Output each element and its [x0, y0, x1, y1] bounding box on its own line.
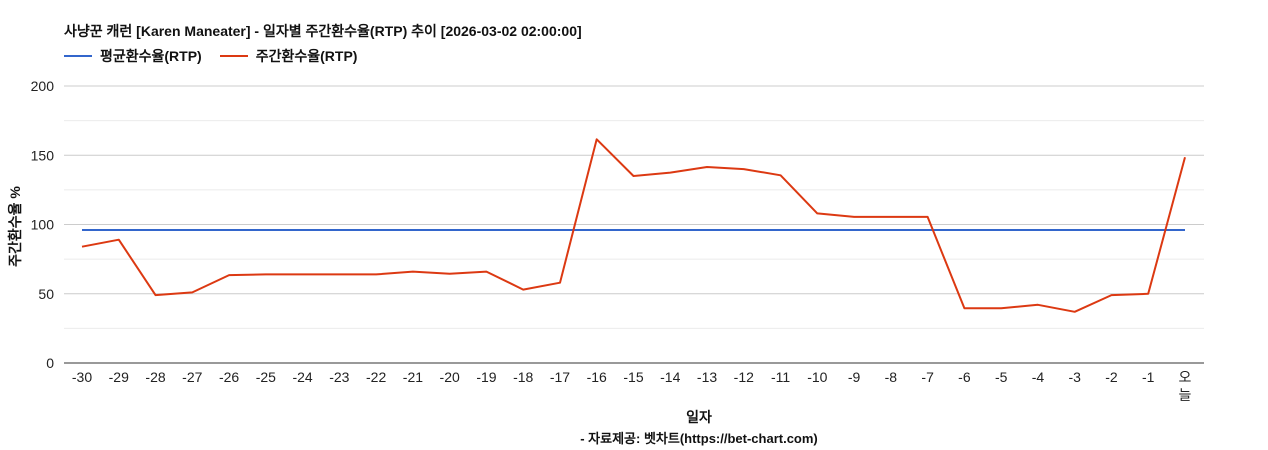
x-tick-label: -15 [623, 369, 643, 385]
x-tick-label: -4 [1032, 369, 1045, 385]
legend-label-weekly: 주간환수율(RTP) [255, 48, 358, 64]
grid-lines [64, 85, 1204, 329]
y-tick-label: 100 [31, 217, 55, 233]
x-tick-label: -27 [182, 369, 202, 385]
x-tick-label: -22 [366, 369, 386, 385]
x-tick-label: -29 [109, 369, 129, 385]
x-tick-label: -1 [1142, 369, 1155, 385]
x-axis-ticks: -30 -29 -28 -27 -26 -25 -24 -23 -22 -21 -20 -19 -18 -… [72, 369, 1192, 403]
x-tick-label: -8 [885, 369, 898, 385]
x-tick-label: -2 [1105, 369, 1118, 385]
x-tick-label: -5 [995, 369, 1008, 385]
x-tick-label: -11 [771, 369, 790, 385]
x-tick-label: -20 [440, 369, 460, 385]
legend-item-average[interactable]: 평균환수율(RTP) [64, 46, 202, 66]
x-tick-label: 늘 [1179, 387, 1192, 403]
x-tick-label: 오 [1179, 369, 1192, 385]
y-axis-title: 주간환수율 % [7, 186, 23, 267]
x-tick-label: -10 [807, 369, 827, 385]
x-tick-label: -12 [734, 369, 754, 385]
source-credit: - 자료제공: 벳차트(https://bet-chart.com) [580, 431, 818, 446]
series-line-weekly[interactable] [81, 138, 1186, 313]
legend-line-icon-weekly [219, 55, 248, 57]
x-tick-label: -21 [403, 369, 423, 385]
data-series [81, 138, 1186, 313]
x-tick-label: -3 [1068, 369, 1081, 385]
x-tick-label: -23 [329, 369, 349, 385]
legend-item-weekly[interactable]: 주간환수율(RTP) [219, 46, 358, 66]
x-tick-label: -18 [513, 369, 533, 385]
x-tick-label: -24 [292, 369, 312, 385]
x-tick-label: -19 [476, 369, 496, 385]
chart-title: 사냥꾼 캐런 [Karen Maneater] - 일자별 주간환수율(RTP)… [64, 23, 582, 39]
y-tick-label: 150 [31, 147, 55, 163]
y-axis-ticks: 0 50 100 150 200 [31, 78, 55, 371]
x-axis-title: 일자 [686, 409, 712, 425]
legend-line-icon-average [64, 55, 92, 57]
x-tick-label: -17 [550, 369, 570, 385]
legend-label-average: 평균환수율(RTP) [100, 48, 202, 64]
x-tick-label: -9 [848, 369, 861, 385]
x-tick-label: -14 [660, 369, 680, 385]
y-tick-label: 50 [38, 286, 54, 302]
x-tick-label: -13 [697, 369, 717, 385]
x-tick-label: -6 [958, 369, 971, 385]
x-tick-label: -26 [219, 369, 239, 385]
x-tick-label: -16 [587, 369, 607, 385]
y-tick-label: 0 [46, 355, 54, 371]
chart-legend: 평균환수율(RTP) 주간환수율(RTP) [64, 46, 357, 66]
y-tick-label: 200 [31, 78, 55, 94]
x-tick-label: -30 [72, 369, 92, 385]
x-tick-label: -28 [145, 369, 165, 385]
x-tick-label: -7 [921, 369, 934, 385]
x-tick-label: -25 [256, 369, 276, 385]
